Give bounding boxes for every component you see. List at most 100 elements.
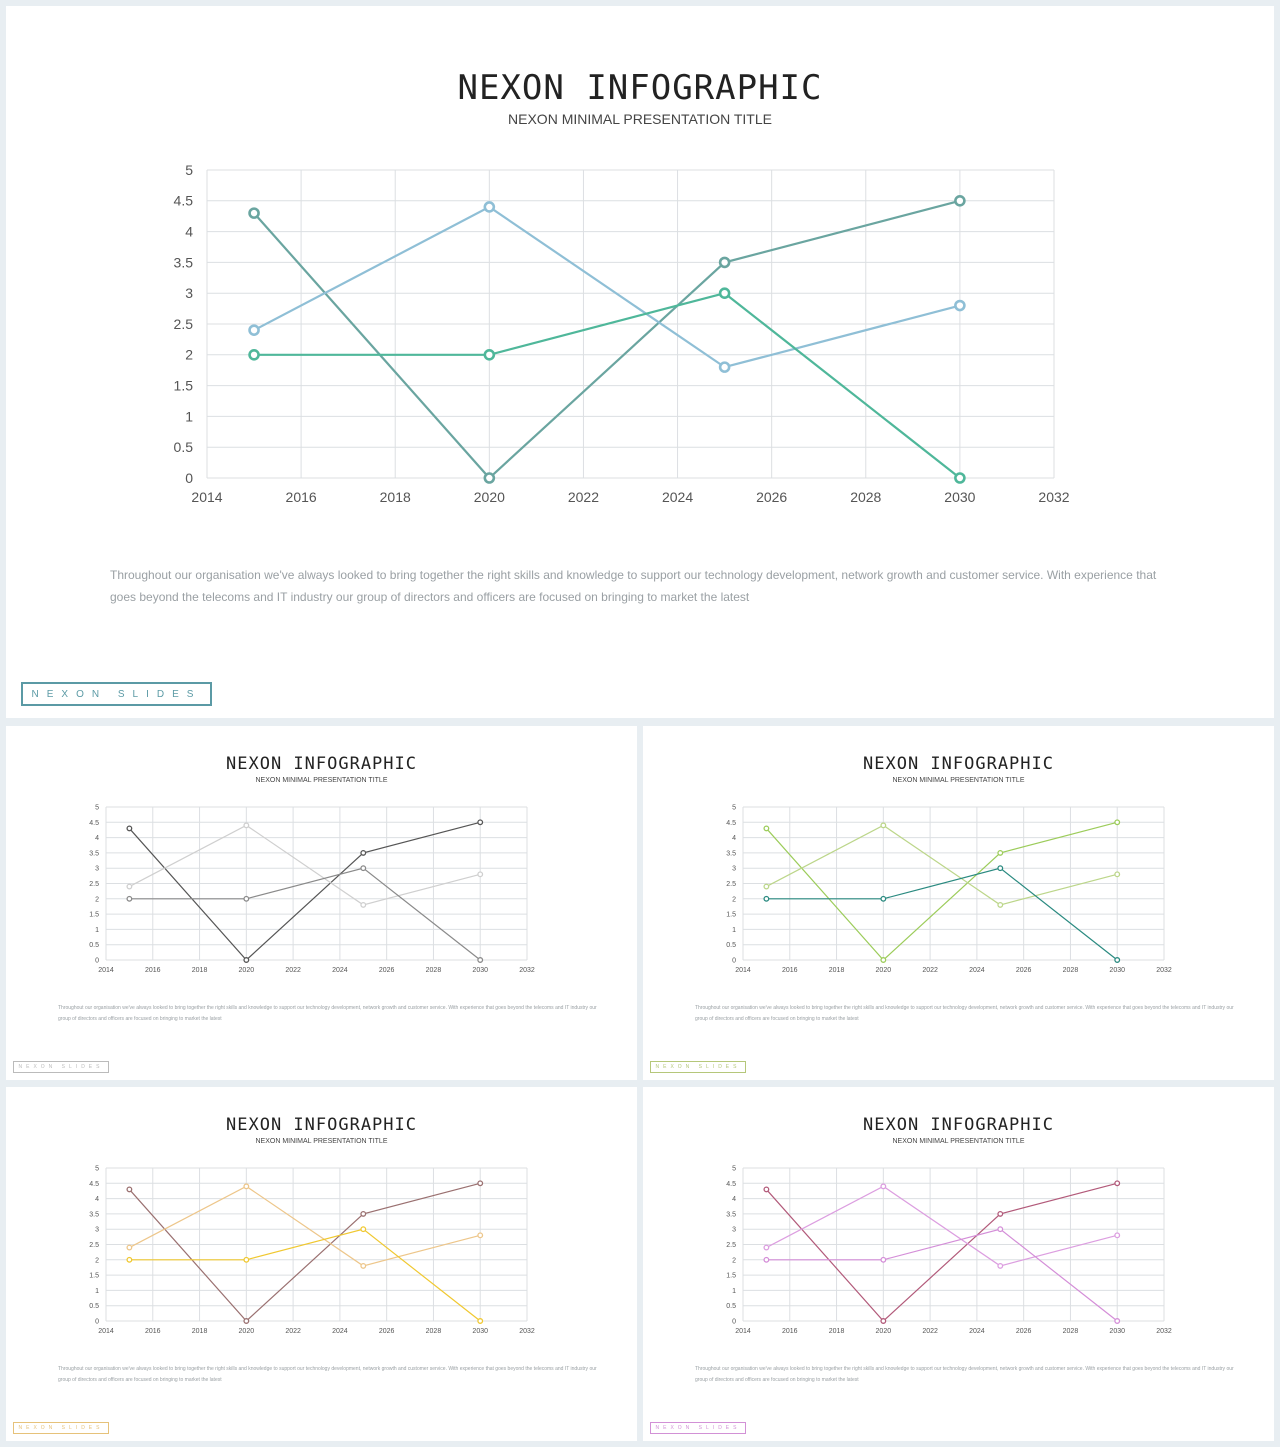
data-point: [763, 825, 770, 832]
y-tick-label: 4.5: [726, 1181, 736, 1188]
data-point: [360, 1210, 367, 1217]
y-tick-label: 4.5: [726, 820, 736, 827]
data-point: [1114, 1232, 1121, 1239]
data-point: [763, 1256, 770, 1263]
data-point: [997, 849, 1004, 856]
x-tick-label: 2030: [944, 489, 975, 505]
data-point: [126, 1244, 133, 1251]
data-point: [126, 895, 133, 902]
y-tick-label: 3.5: [89, 1211, 99, 1218]
y-tick-label: 5: [95, 1165, 99, 1172]
data-point: [483, 201, 496, 213]
y-tick-label: 3: [95, 1227, 99, 1234]
line-chart: 0 0.5 1 1.5 2 2.5 3 3.5 4 4.5 5 2014 2016 2018 2020 202…: [89, 1165, 535, 1335]
series-line-3: [129, 867, 481, 961]
y-tick-label: 0.5: [89, 942, 99, 949]
data-point: [1114, 871, 1121, 878]
data-point: [718, 361, 731, 373]
data-point: [126, 825, 133, 832]
line-chart: 0 0.5 1 1.5 2 2.5 3 3.5 4 4.5 5 2014 2016 2018 2020 202…: [726, 804, 1172, 974]
slide-variant-gold: NEXON INFOGRAPHIC NEXON MINIMAL PRESENTA…: [6, 1087, 637, 1441]
y-tick-label: 1: [732, 927, 736, 934]
data-point: [243, 822, 250, 829]
x-tick-label: 2014: [191, 489, 222, 505]
data-point: [997, 901, 1004, 908]
data-point: [880, 1256, 887, 1263]
y-tick-label: 3.5: [89, 850, 99, 857]
data-point: [360, 1262, 367, 1269]
data-point: [718, 256, 731, 269]
x-tick-label: 2026: [1016, 1328, 1032, 1335]
data-point: [243, 1183, 250, 1190]
y-tick-label: 2: [732, 896, 736, 903]
slide-subtitle: NEXON MINIMAL PRESENTATION TITLE: [255, 1138, 388, 1145]
y-tick-label: 4: [185, 224, 193, 240]
data-point: [763, 883, 770, 890]
y-tick-label: 5: [732, 804, 736, 811]
y-tick-label: 1.5: [89, 1273, 99, 1280]
y-tick-label: 4: [95, 835, 99, 842]
slide-variant-gray: NEXON INFOGRAPHIC NEXON MINIMAL PRESENTA…: [6, 726, 637, 1080]
data-point: [126, 1186, 133, 1193]
body-paragraph: Throughout our organisation we've always…: [58, 1005, 597, 1022]
slide-title: NEXON INFOGRAPHIC: [226, 754, 417, 774]
data-point: [477, 1318, 484, 1324]
x-tick-label: 2020: [239, 967, 255, 974]
y-tick-label: 2: [185, 347, 193, 363]
y-tick-label: 0.5: [726, 1303, 736, 1310]
y-tick-label: 1: [95, 927, 99, 934]
series-line-1: [128, 821, 481, 961]
data-point: [248, 207, 260, 219]
y-tick-label: 2.5: [726, 1242, 736, 1249]
series-line-3: [766, 1228, 1118, 1322]
series-line-3: [254, 291, 961, 479]
y-tick-label: 1.5: [726, 912, 736, 919]
body-paragraph: Throughout our organisation we've always…: [58, 1366, 597, 1383]
y-tick-label: 2.5: [174, 316, 194, 332]
x-tick-label: 2026: [1016, 967, 1032, 974]
slide-title: NEXON INFOGRAPHIC: [457, 68, 823, 108]
series-line-1: [128, 1182, 481, 1322]
line-chart: 0 0.5 1 1.5 2 2.5 3 3.5 4 4.5 5 2014 2016 2018 2020 202…: [174, 162, 1070, 505]
y-tick-label: 0.5: [174, 439, 194, 455]
data-point: [360, 901, 367, 908]
y-tick-label: 5: [732, 1165, 736, 1172]
data-point: [763, 895, 770, 902]
x-tick-label: 2020: [876, 967, 892, 974]
slide-variant-pink: NEXON INFOGRAPHIC NEXON MINIMAL PRESENTA…: [643, 1087, 1274, 1441]
y-tick-label: 2.5: [89, 881, 99, 888]
y-tick-label: 0.5: [89, 1303, 99, 1310]
y-tick-label: 2: [95, 1257, 99, 1264]
data-point: [360, 865, 367, 872]
data-point: [243, 1318, 250, 1324]
y-tick-label: 0: [185, 470, 193, 486]
data-point: [880, 1318, 887, 1324]
data-point: [763, 1186, 770, 1193]
series-line-2: [129, 1185, 481, 1267]
data-point: [477, 819, 484, 826]
y-tick-label: 1: [95, 1288, 99, 1295]
series-line-3: [766, 867, 1118, 961]
series-line-3: [129, 1228, 481, 1322]
slide-main: NEXON INFOGRAPHIC NEXON MINIMAL PRESENTA…: [6, 6, 1274, 718]
brand-badge: NEXON SLIDES: [13, 1422, 109, 1434]
data-point: [483, 348, 496, 361]
data-point: [477, 1232, 484, 1239]
y-tick-label: 5: [95, 804, 99, 811]
x-tick-label: 2026: [379, 1328, 395, 1335]
data-point: [483, 472, 496, 484]
data-point: [954, 195, 966, 207]
x-tick-label: 2016: [286, 489, 317, 505]
y-tick-label: 2: [732, 1257, 736, 1264]
data-point: [1114, 957, 1121, 963]
y-tick-label: 3: [732, 866, 736, 873]
x-tick-label: 2018: [192, 1328, 208, 1335]
data-point: [997, 1226, 1004, 1233]
x-tick-label: 2032: [1156, 967, 1172, 974]
slide-title: NEXON INFOGRAPHIC: [226, 1115, 417, 1135]
x-tick-label: 2016: [145, 967, 161, 974]
data-point: [477, 957, 484, 963]
x-tick-label: 2028: [1063, 967, 1079, 974]
slide-title: NEXON INFOGRAPHIC: [863, 1115, 1054, 1135]
x-tick-label: 2028: [1063, 1328, 1079, 1335]
